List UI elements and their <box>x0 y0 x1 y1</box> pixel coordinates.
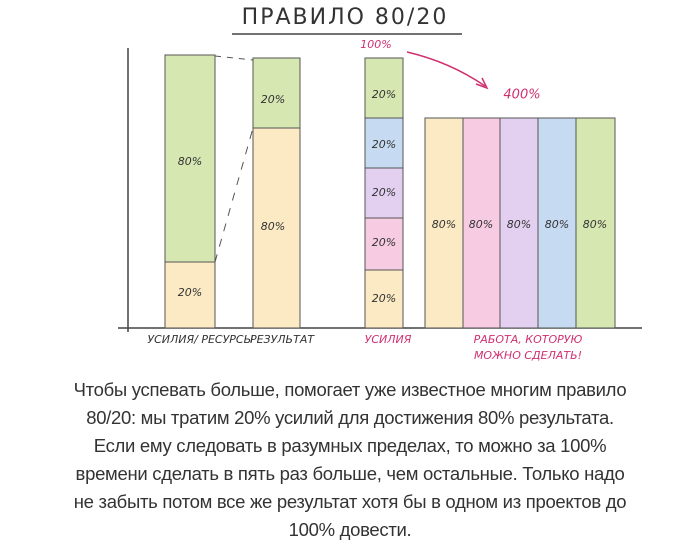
segment-label: 80% <box>583 218 607 231</box>
segment-label: 20% <box>372 186 396 199</box>
caption-line: 80/20: мы тратим 20% усилий для достижен… <box>86 407 614 428</box>
segment-label: 80% <box>261 220 285 233</box>
arrow-label: 400% <box>503 88 540 103</box>
bar-segment <box>364 217 404 271</box>
segment-label: 20% <box>372 236 396 249</box>
axis-label: УСИЛИЯ/ РЕСУРСЫ <box>147 333 253 346</box>
column <box>537 117 577 329</box>
title: ПРАВИЛО 80/20 <box>242 5 449 30</box>
connector <box>214 127 254 263</box>
segment-label: 80% <box>545 218 569 231</box>
arrow-head <box>475 77 489 90</box>
diagram: ПРАВИЛО 80/20 80% 20% 20% 80% 100% 20% 20… <box>118 5 642 362</box>
arrow <box>406 51 486 87</box>
segment-label: 80% <box>178 155 202 168</box>
bar-segment <box>164 54 216 263</box>
column <box>424 117 464 329</box>
segment-label: 80% <box>432 218 456 231</box>
segment-label: 20% <box>178 286 202 299</box>
axis-label: УСИЛИЯ <box>365 333 412 346</box>
total-label: 100% <box>360 38 391 51</box>
column <box>462 117 501 329</box>
segment-label: 20% <box>372 138 396 151</box>
column <box>575 117 616 329</box>
bar-segment <box>164 261 216 329</box>
segment-label: 80% <box>507 218 531 231</box>
bar-segment <box>252 127 301 329</box>
caption-line: не забыть потом все же результат хотя бы… <box>73 491 627 512</box>
bar-segment <box>364 269 404 329</box>
axis-label: МОЖНО СДЕЛАТЬ! <box>474 349 582 362</box>
bar-segment <box>364 167 404 219</box>
axis-label: РАБОТА, КОТОРУЮ <box>474 333 583 346</box>
caption-line: 100% довести. <box>288 519 412 540</box>
caption-line: времени сделать в пять раз больше, чем о… <box>75 463 625 484</box>
caption-line: Если ему следовать в разумных пределах, … <box>93 435 607 456</box>
bar-segment <box>252 57 301 129</box>
segment-label: 20% <box>372 88 396 101</box>
segment-label: 20% <box>261 93 285 106</box>
segment-label: 20% <box>372 292 396 305</box>
caption-line: Чтобы успевать больше, помогает уже изве… <box>73 379 627 400</box>
connector <box>214 55 254 61</box>
column <box>499 117 539 329</box>
axis-label: РЕЗУЛЬТАТ <box>250 333 315 346</box>
segment-label: 80% <box>469 218 493 231</box>
caption: Чтобы успевать больше, помогает уже изве… <box>0 376 700 544</box>
